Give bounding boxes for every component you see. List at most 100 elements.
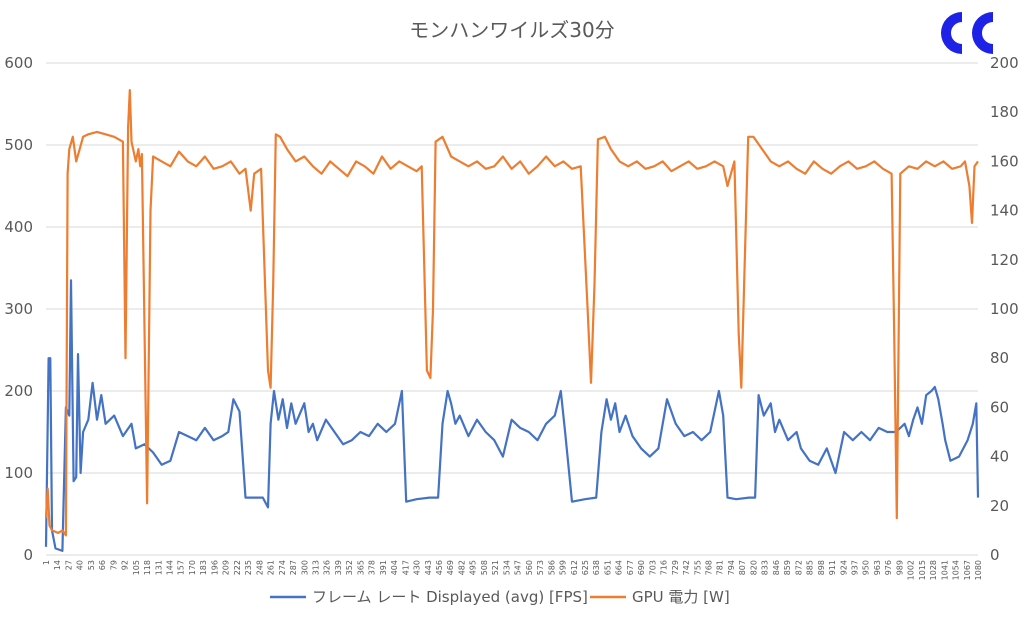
x-tick-label: 391 xyxy=(379,560,388,575)
x-tick-label: 495 xyxy=(469,560,478,575)
x-tick-label: 1054 xyxy=(952,560,961,580)
x-tick-label: 807 xyxy=(738,560,747,575)
x-tick-label: 456 xyxy=(435,560,444,575)
x-tick-label: 170 xyxy=(188,560,197,575)
x-tick-label: 430 xyxy=(413,560,422,575)
series-line-fps xyxy=(44,279,980,552)
x-tick-label: 287 xyxy=(289,560,298,575)
legend-label-gpu-power: GPU 電力 [W] xyxy=(632,588,730,606)
x-tick-label: 300 xyxy=(300,560,309,575)
x-tick-label: 79 xyxy=(109,560,118,570)
x-tick-label: 274 xyxy=(278,560,287,575)
x-tick-label: 118 xyxy=(143,560,152,575)
x-tick-label: 14 xyxy=(53,560,62,570)
x-tick-label: 1041 xyxy=(940,560,949,580)
x-tick-label: 144 xyxy=(166,560,175,575)
x-tick-label: 378 xyxy=(368,560,377,575)
x-tick-label: 950 xyxy=(862,560,871,575)
y-axis-right: 0 20 40 60 80 100 120 140 160 180 200 xyxy=(990,54,1019,564)
x-tick-label: 53 xyxy=(87,560,96,570)
x-tick-label: 651 xyxy=(603,560,612,575)
x-tick-label: 872 xyxy=(794,560,803,575)
x-tick-label: 677 xyxy=(626,560,635,575)
x-tick-label: 573 xyxy=(536,560,545,575)
x-tick-label: 729 xyxy=(671,560,680,575)
x-tick-label: 209 xyxy=(222,560,231,575)
x-tick-label: 1 xyxy=(42,560,51,565)
x-tick-label: 846 xyxy=(772,560,781,575)
chart-title: モンハンワイルズ30分 xyxy=(409,18,615,42)
x-tick-label: 339 xyxy=(334,560,343,575)
x-tick-label: 27 xyxy=(64,560,73,570)
x-tick-label: 365 xyxy=(356,560,365,575)
x-tick-label: 66 xyxy=(98,560,107,570)
x-tick-label: 105 xyxy=(132,560,141,575)
y-tick-label-right: 180 xyxy=(990,103,1019,121)
y-axis-left: 0 100 200 300 400 500 600 xyxy=(4,54,33,564)
y-tick-label-left: 400 xyxy=(4,218,33,236)
x-tick-label: 534 xyxy=(502,560,511,575)
x-tick-label: 1028 xyxy=(929,560,938,580)
x-tick-label: 157 xyxy=(177,560,186,575)
y-tick-label-right: 160 xyxy=(990,152,1019,170)
legend: フレーム レート Displayed (avg) [FPS] GPU 電力 [W… xyxy=(270,588,730,606)
x-tick-label: 352 xyxy=(345,560,354,575)
y-tick-label-left: 300 xyxy=(4,300,33,318)
x-tick-label: 235 xyxy=(244,560,253,575)
y-tick-label-right: 60 xyxy=(990,398,1009,416)
x-tick-label: 560 xyxy=(525,560,534,575)
x-tick-label: 261 xyxy=(267,560,276,575)
y-tick-label-right: 200 xyxy=(990,54,1019,72)
x-tick-label: 222 xyxy=(233,560,242,575)
x-tick-label: 690 xyxy=(637,560,646,575)
x-tick-label: 482 xyxy=(457,560,466,575)
x-tick-label: 716 xyxy=(660,560,669,575)
y-tick-label-left: 600 xyxy=(4,54,33,72)
series-lines xyxy=(44,89,980,552)
y-tick-label-right: 20 xyxy=(990,497,1009,515)
y-tick-label-left: 0 xyxy=(23,546,33,564)
x-tick-label: 742 xyxy=(682,560,691,575)
x-tick-label: 794 xyxy=(727,560,736,575)
x-tick-label: 521 xyxy=(491,560,500,575)
x-tick-label: 183 xyxy=(199,560,208,575)
x-tick-label: 1067 xyxy=(963,560,972,580)
y-tick-label-right: 100 xyxy=(990,300,1019,318)
x-tick-label: 924 xyxy=(839,560,848,575)
y-tick-label-right: 0 xyxy=(990,546,1000,564)
x-tick-label: 989 xyxy=(895,560,904,575)
x-tick-label: 508 xyxy=(480,560,489,575)
x-tick-label: 911 xyxy=(828,560,837,575)
x-tick-label: 976 xyxy=(884,560,893,575)
x-tick-label: 248 xyxy=(255,560,264,575)
x-tick-label: 664 xyxy=(615,560,624,575)
x-tick-label: 755 xyxy=(693,560,702,575)
x-tick-label: 131 xyxy=(154,560,163,575)
x-tick-label: 196 xyxy=(210,560,219,575)
x-tick-label: 1080 xyxy=(974,560,983,580)
y-tick-label-left: 500 xyxy=(4,136,33,154)
x-tick-label: 417 xyxy=(401,560,410,575)
series-line-gpu-power xyxy=(44,89,979,537)
x-tick-label: 1002 xyxy=(907,560,916,580)
channel-logo-icon xyxy=(941,12,993,54)
x-tick-label: 768 xyxy=(705,560,714,575)
grid-lines xyxy=(46,62,978,556)
legend-label-fps: フレーム レート Displayed (avg) [FPS] xyxy=(312,588,588,606)
x-tick-label: 833 xyxy=(761,560,770,575)
x-tick-label: 937 xyxy=(850,560,859,575)
x-tick-label: 638 xyxy=(592,560,601,575)
x-tick-label: 404 xyxy=(390,560,399,575)
x-tick-label: 898 xyxy=(817,560,826,575)
x-tick-label: 599 xyxy=(559,560,568,575)
x-tick-label: 40 xyxy=(76,560,85,570)
x-tick-label: 313 xyxy=(311,560,320,575)
x-tick-label: 326 xyxy=(323,560,332,575)
y-tick-label-right: 40 xyxy=(990,448,1009,466)
x-tick-label: 443 xyxy=(424,560,433,575)
x-tick-label: 1015 xyxy=(918,560,927,580)
x-tick-label: 469 xyxy=(446,560,455,575)
x-tick-label: 859 xyxy=(783,560,792,575)
